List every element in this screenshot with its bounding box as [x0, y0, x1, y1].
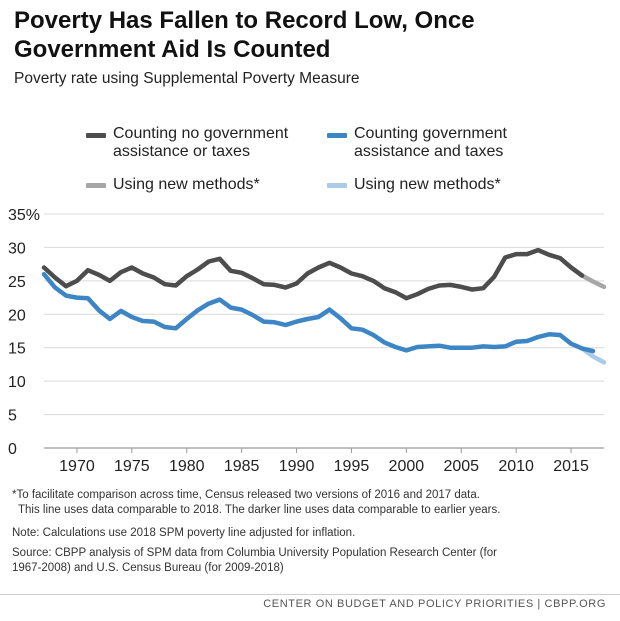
- y-tick-label: 0: [8, 441, 17, 458]
- calculation-note: Note: Calculations use 2018 SPM poverty …: [12, 527, 356, 539]
- y-tick-label: 30: [8, 240, 26, 257]
- x-tick-label: 1970: [59, 458, 95, 475]
- y-tick-label: 10: [8, 374, 26, 391]
- x-tick-label: 1990: [279, 458, 315, 475]
- chart-subtitle: Poverty rate using Supplemental Poverty …: [14, 70, 360, 87]
- y-tick-label: 15: [8, 341, 26, 358]
- y-tick-label: 20: [8, 307, 26, 324]
- source-note-line2: 1967-2008) and U.S. Census Bureau (for 2…: [12, 562, 284, 574]
- line-no-assistance-new-methods: [579, 273, 607, 290]
- legend-label-with-assist: Counting government assistance and taxes: [354, 125, 507, 161]
- legend-swatch-with-assist-new: [327, 183, 347, 188]
- asterisk-note-line1: *To facilitate comparison across time, C…: [12, 489, 480, 501]
- y-tick-label: 35%: [8, 207, 40, 224]
- x-tick-label: 1985: [224, 458, 260, 475]
- source-note: Source: CBPP analysis of SPM data from C…: [12, 546, 612, 576]
- legend-label-with-assist-line2: assistance and taxes: [354, 143, 504, 160]
- legend-swatch-no-assist: [86, 133, 106, 138]
- line-no-assistance: [41, 247, 585, 301]
- x-tick-label: 2015: [553, 458, 589, 475]
- x-tick-label: 1995: [334, 458, 370, 475]
- y-tick-label: 25: [8, 274, 26, 291]
- footer-divider: [0, 594, 620, 595]
- chart-title: Poverty Has Fallen to Record Low, Once G…: [14, 7, 475, 63]
- asterisk-note: *To facilitate comparison across time, C…: [12, 488, 612, 518]
- poverty-rate-chart: 0 5 10 15 20 25 30 35% 1970 1975 1980 1985 1990 1995 2…: [8, 207, 607, 475]
- legend-label-no-assist-new: Using new methods*: [113, 176, 260, 193]
- legend-label-no-assist-line2: assistance or taxes: [113, 143, 250, 160]
- x-tick-label: 1980: [169, 458, 205, 475]
- legend-label-with-assist-line1: Counting government: [354, 125, 507, 142]
- x-tick-label: 1975: [114, 458, 150, 475]
- asterisk-note-line2: This line uses data comparable to 2018. …: [18, 504, 501, 516]
- line-with-assistance: [41, 271, 596, 354]
- footer-credit: CENTER ON BUDGET AND POLICY PRIORITIES |…: [263, 598, 606, 610]
- x-tick-label: 2005: [443, 458, 479, 475]
- legend-swatch-with-assist: [327, 133, 347, 138]
- legend-swatch-no-assist-new: [86, 183, 106, 188]
- legend-label-no-assist: Counting no government assistance or tax…: [113, 125, 288, 161]
- legend-label-no-assist-line1: Counting no government: [113, 125, 289, 142]
- legend-label-with-assist-new: Using new methods*: [354, 176, 501, 193]
- x-tick-label: 2010: [498, 458, 534, 475]
- x-tick-label: 2000: [389, 458, 425, 475]
- y-tick-label: 5: [8, 408, 17, 425]
- source-note-line1: Source: CBPP analysis of SPM data from C…: [12, 547, 497, 559]
